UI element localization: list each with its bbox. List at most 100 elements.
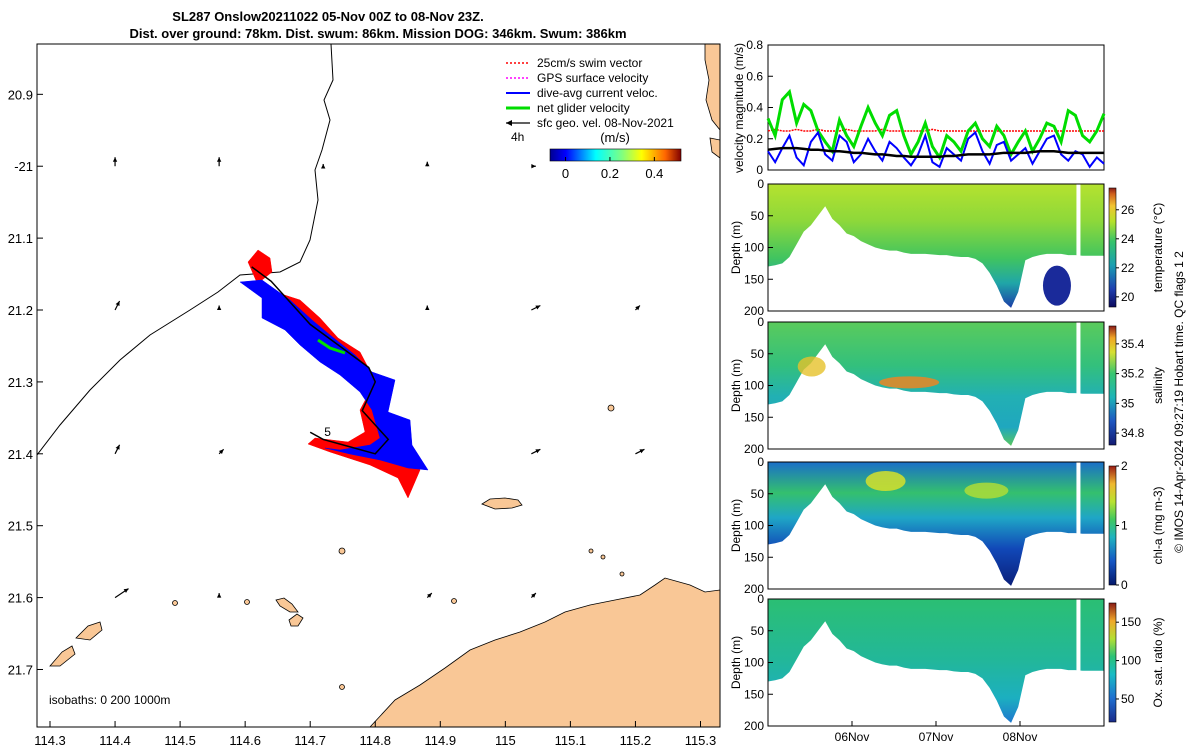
section-colorbar-tick-label: 1 xyxy=(1121,519,1128,533)
section-x-tick-label: 07Nov xyxy=(919,730,954,744)
geostrophic-arrows xyxy=(112,157,645,599)
section-colorbar-tick-label: 35 xyxy=(1121,396,1135,410)
map-x-tick-label: 114.8 xyxy=(359,733,391,748)
section-y-tick-label: 200 xyxy=(744,719,764,733)
map-x-tick-label: 114.6 xyxy=(229,733,261,748)
section-data-fill xyxy=(768,599,1104,723)
section-x-tick-label: 06Nov xyxy=(835,730,870,744)
section-ylabel: Depth (m) xyxy=(729,636,743,689)
section-colorbar-tick-label: 35.2 xyxy=(1121,367,1145,381)
section-y-tick-label: 50 xyxy=(751,209,765,223)
section-colorbar-label: chl-a (mg m-3) xyxy=(1151,486,1165,564)
credit-text: © IMOS 14-Apr-2024 09:27:19 Hobart time.… xyxy=(1172,251,1186,553)
legend-arrow-geo xyxy=(506,120,512,126)
temperature-section: 0 50 100 150 200 Depth (m) 20 22 24 26 temperature… xyxy=(729,177,1165,318)
oxygen-section: 0 50 100 150 200 Depth (m) 50 100 150 Ox. sat. ra… xyxy=(729,592,1165,744)
map-x-tick-label: 114.7 xyxy=(294,733,326,748)
geo-arrow-head xyxy=(216,305,222,311)
section-colorbar-tick-label: 34.8 xyxy=(1121,426,1145,440)
map-colorbar: (m/s) 0 0.2 0.4 xyxy=(549,130,682,181)
chlorophyll-section: 0 50 100 150 200 Depth (m) 0 1 2 chl-a (mg m-3) xyxy=(729,455,1165,596)
map-y-tick-label: -21 xyxy=(14,159,33,174)
section-data-fill xyxy=(768,184,1104,308)
section-colorbar-tick-label: 100 xyxy=(1121,654,1141,668)
section-colorbar-tick-label: 0 xyxy=(1121,578,1128,592)
map-y-tick-label: 21.5 xyxy=(8,519,33,534)
net-velocity-segment xyxy=(317,338,346,355)
island-mid xyxy=(275,597,299,613)
map-y-axis: 20.9 -21 21.1 21.2 21.3 21.4 21.5 21.6 21.7 xyxy=(8,87,43,677)
map-y-tick-label: 20.9 xyxy=(8,87,33,102)
section-data-gap xyxy=(1076,599,1081,726)
island-west-2 xyxy=(49,645,76,667)
geo-arrow-head xyxy=(531,164,536,169)
northeast-land xyxy=(704,44,720,131)
velocity-panel: 0 0.2 0.4 0.6 0.8 velocity magnitude (m/s) xyxy=(732,38,1106,177)
section-y-tick-label: 100 xyxy=(744,241,764,255)
section-y-tick-label: 200 xyxy=(744,582,764,596)
islet-i xyxy=(619,571,625,577)
section-y-tick-label: 200 xyxy=(744,304,764,318)
legend-label-swim: 25cm/s swim vector xyxy=(537,56,642,70)
geo-arrow-head xyxy=(321,163,326,169)
section-data-fill xyxy=(768,462,1104,586)
velocity-y-tick-label: 0 xyxy=(756,163,763,177)
geo-arrow-head xyxy=(427,593,432,598)
geo-arrow-head xyxy=(535,305,541,310)
section-ylabel: Depth (m) xyxy=(729,221,743,274)
legend-label-geo: sfc geo. vel. 08-Nov-2021 xyxy=(537,116,674,130)
geo-arrow-head xyxy=(115,444,120,450)
section-y-tick-label: 50 xyxy=(751,624,765,638)
mainland-land xyxy=(369,577,720,727)
section-colorbar-tick-label: 35.4 xyxy=(1121,337,1145,351)
map-x-tick-label: 115 xyxy=(495,733,516,748)
section-data-gap xyxy=(1076,184,1081,311)
section-y-tick-label: 150 xyxy=(744,410,764,424)
section-y-tick-label: 100 xyxy=(744,656,764,670)
chart-title-line1: SL287 Onslow20211022 05-Nov 00Z to 08-No… xyxy=(172,9,483,24)
map-colorbar-tick-label: 0.2 xyxy=(601,166,619,181)
velocity-y-tick-label: 0.8 xyxy=(746,38,763,52)
section-y-tick-label: 0 xyxy=(757,177,764,191)
island-mid-2 xyxy=(288,613,304,627)
section-y-tick-label: 100 xyxy=(744,379,764,393)
map-colorbar-tick-label: 0.4 xyxy=(645,166,663,181)
geo-arrow-head xyxy=(216,593,222,598)
islet-b xyxy=(338,547,346,555)
map-legend: 25cm/s swim vector GPS surface velocity … xyxy=(506,56,674,144)
island-west-1 xyxy=(75,621,103,641)
section-colorbar-tick-label: 20 xyxy=(1121,290,1135,304)
map-x-tick-label: 114.4 xyxy=(99,733,131,748)
section-y-tick-label: 0 xyxy=(757,315,764,329)
section-data-gap xyxy=(1076,322,1081,449)
velocity-y-tick-label: 0.4 xyxy=(746,101,763,115)
map-y-tick-label: 21.7 xyxy=(8,662,33,677)
section-salty-patch xyxy=(797,356,826,377)
legend-label-gps: GPS surface velocity xyxy=(537,71,648,85)
geo-arrow-head xyxy=(639,449,645,454)
current-vector-band xyxy=(239,279,429,471)
section-chl-max-1 xyxy=(865,471,906,492)
section-colorbar xyxy=(1108,465,1117,586)
map-y-tick-label: 21.3 xyxy=(8,375,33,390)
section-y-tick-label: 150 xyxy=(744,550,764,564)
geo-arrow-head xyxy=(123,588,129,593)
islet-c xyxy=(172,600,178,606)
geo-arrow-head xyxy=(425,305,430,311)
islet-g xyxy=(588,548,594,554)
section-y-tick-label: 50 xyxy=(751,347,765,361)
map-y-tick-label: 21.2 xyxy=(8,303,33,318)
map-x-tick-label: 115.3 xyxy=(685,733,717,748)
velocity-y-axis: 0 0.2 0.4 0.6 0.8 xyxy=(746,38,773,177)
map-colorbar-label: (m/s) xyxy=(600,130,630,145)
velocity-series-swim xyxy=(767,128,1104,132)
section-y-tick-label: 0 xyxy=(757,592,764,606)
velocity-y-tick-label: 0.6 xyxy=(746,69,763,83)
isobaths-label: isobaths: 0 200 1000m xyxy=(49,693,170,707)
velocity-series-sfc-geo xyxy=(767,146,1104,158)
legend-label-net: net glider velocity xyxy=(537,101,630,115)
map-x-tick-label: 114.5 xyxy=(164,733,196,748)
section-ylabel: Depth (m) xyxy=(729,359,743,412)
map-panel: 5 114.3 114.4 114.5 114.6 114.7 114.8 114.9 115… xyxy=(8,43,721,748)
